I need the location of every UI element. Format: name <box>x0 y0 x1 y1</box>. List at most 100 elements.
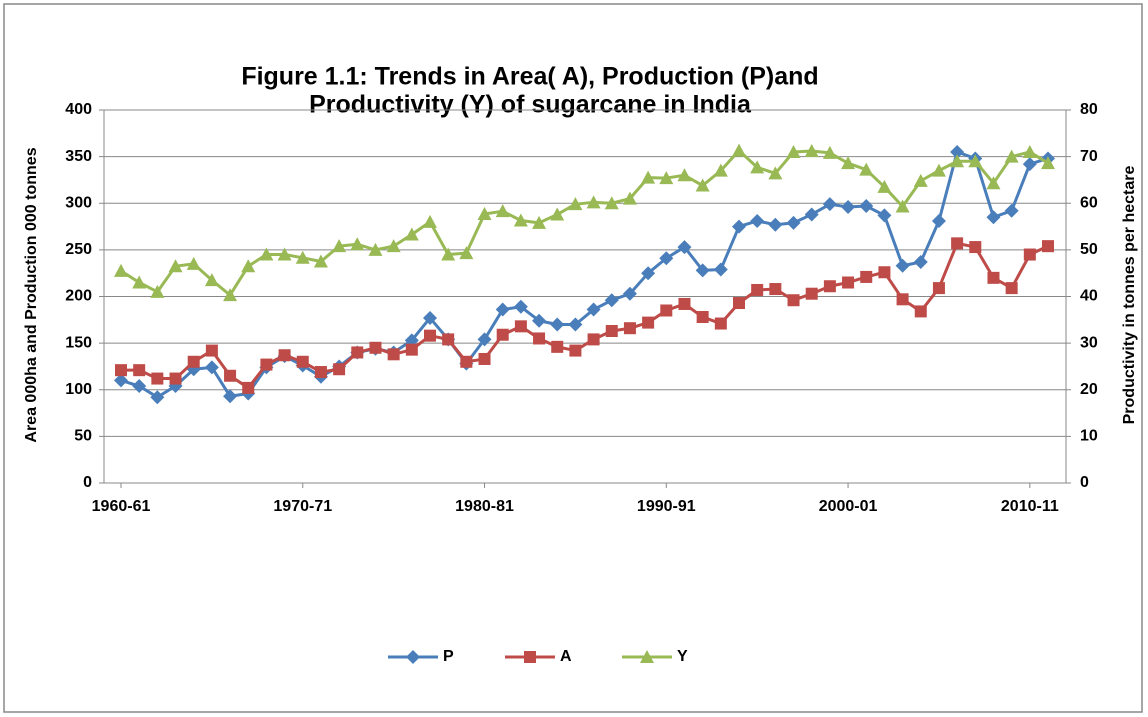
data-point <box>460 355 473 368</box>
data-point <box>569 344 582 357</box>
data-point <box>551 340 564 353</box>
data-point <box>769 283 782 296</box>
data-point <box>713 262 728 277</box>
x-tick-label: 2000-01 <box>819 498 878 515</box>
y-tick-label: 150 <box>65 334 92 351</box>
data-point <box>550 317 565 332</box>
data-point <box>295 250 310 264</box>
data-point <box>787 294 800 307</box>
data-point <box>513 213 528 227</box>
data-point <box>878 266 891 279</box>
data-point <box>713 163 728 177</box>
data-point <box>842 276 855 289</box>
data-point <box>478 352 491 365</box>
data-point <box>1005 282 1018 295</box>
data-point <box>514 320 527 333</box>
data-point <box>1023 248 1036 261</box>
data-point <box>313 254 328 268</box>
x-tick-label: 1970-71 <box>273 498 332 515</box>
data-point <box>733 297 745 310</box>
data-point <box>822 197 837 212</box>
data-point <box>368 242 383 256</box>
data-point <box>913 173 928 187</box>
data-point <box>841 156 856 170</box>
data-point <box>641 170 656 184</box>
data-point <box>732 143 746 157</box>
data-point <box>495 302 510 317</box>
data-point <box>677 240 692 255</box>
data-point <box>895 258 910 273</box>
data-point <box>986 176 1001 190</box>
data-point <box>132 379 147 394</box>
legend-marker <box>640 650 654 663</box>
data-point <box>224 369 237 382</box>
data-point <box>133 364 146 377</box>
data-point <box>786 144 801 158</box>
data-point <box>1022 157 1037 172</box>
data-point <box>604 293 619 308</box>
data-point <box>931 163 946 177</box>
data-point <box>968 154 983 168</box>
data-point <box>822 145 837 159</box>
data-point <box>568 317 583 332</box>
data-point <box>896 293 909 306</box>
legend-label: P <box>443 648 454 665</box>
data-point <box>1004 149 1019 163</box>
data-point <box>187 355 200 368</box>
y-tick-label: 350 <box>65 148 92 165</box>
data-point <box>950 154 965 168</box>
data-point <box>241 259 256 273</box>
data-point <box>386 239 401 253</box>
data-point <box>114 373 128 388</box>
legend-marker <box>406 650 420 664</box>
y2-tick-label: 20 <box>1080 381 1098 398</box>
y2-tick-label: 10 <box>1080 428 1098 445</box>
data-point <box>587 333 600 346</box>
data-point <box>278 349 291 362</box>
data-point <box>695 263 710 278</box>
y2-tick-label: 80 <box>1080 101 1098 118</box>
series-line <box>120 150 1049 399</box>
y2-tick-label: 30 <box>1080 334 1098 351</box>
data-point <box>223 389 238 404</box>
data-point <box>696 311 709 324</box>
data-point <box>659 171 674 185</box>
y-axis-title: Area 000ha and Production 000 tonnes <box>23 147 40 442</box>
data-point <box>423 214 437 228</box>
y2-tick-label: 0 <box>1080 474 1089 491</box>
data-point <box>550 207 565 221</box>
data-point <box>423 310 437 325</box>
data-point <box>641 266 656 281</box>
data-point <box>804 207 819 222</box>
data-point <box>986 210 1001 225</box>
data-point <box>568 197 583 211</box>
y-tick-label: 0 <box>83 474 92 491</box>
data-point <box>623 322 636 335</box>
data-point <box>622 286 637 301</box>
data-point <box>151 372 164 385</box>
data-point <box>242 381 255 394</box>
data-point <box>150 284 165 298</box>
data-point <box>604 196 619 210</box>
data-point <box>877 179 892 193</box>
y-tick-label: 400 <box>65 101 92 118</box>
data-point <box>751 283 764 296</box>
y-tick-label: 300 <box>65 194 92 211</box>
data-point <box>477 206 492 220</box>
data-point <box>150 390 165 405</box>
y-tick-label: 100 <box>65 381 92 398</box>
data-point <box>732 219 746 234</box>
data-point <box>296 355 309 368</box>
data-point <box>532 313 547 328</box>
x-tick-label: 1990-91 <box>637 498 696 515</box>
data-point <box>877 208 892 223</box>
y-tick-label: 200 <box>65 288 92 305</box>
data-point <box>914 305 927 318</box>
data-point <box>533 332 546 345</box>
series-line <box>121 241 1049 390</box>
x-tick-label: 1980-81 <box>455 498 514 515</box>
legend-label: A <box>560 648 572 665</box>
data-point <box>132 275 147 289</box>
data-point <box>404 227 419 241</box>
